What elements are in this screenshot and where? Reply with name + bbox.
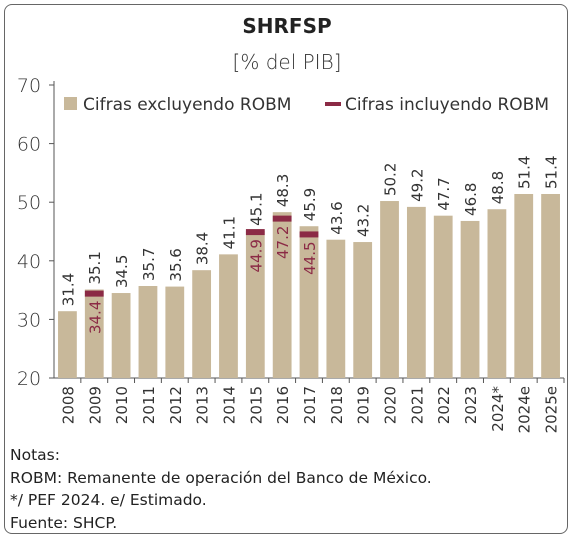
x-tick-label: 2014 — [220, 386, 238, 424]
y-tick-label: 60 — [17, 134, 41, 156]
y-tick-label: 30 — [17, 309, 41, 331]
bar-value-label: 45.9 — [301, 188, 319, 221]
bar — [406, 206, 426, 378]
x-tick-label: 2019 — [355, 386, 373, 424]
bar-value-label: 43.6 — [328, 201, 346, 234]
bar-value-label: 43.2 — [355, 204, 373, 237]
x-tick-label: 2015 — [247, 386, 265, 424]
notes-heading: Notas: — [10, 446, 60, 464]
bar — [380, 201, 399, 378]
x-tick-label: 2016 — [274, 386, 292, 424]
bar-value-label: 34.5 — [113, 255, 131, 288]
x-tick-label: 2011 — [140, 386, 158, 424]
bar-value-label: 51.4 — [543, 156, 561, 189]
chart-subtitle: [% del PIB] — [232, 50, 342, 74]
robm-value-label: 47.2 — [274, 226, 292, 259]
note-robm: ROBM: Remanente de operación del Banco d… — [10, 468, 432, 487]
y-tick-label: 20 — [17, 368, 41, 390]
bar — [272, 212, 292, 378]
x-tick-label: 2024* — [489, 386, 507, 432]
bar-value-label: 41.1 — [220, 216, 238, 249]
y-tick-label: 50 — [17, 192, 41, 214]
robm-value-label: 44.5 — [301, 241, 319, 274]
x-tick-label: 2021 — [408, 386, 426, 424]
legend-swatch-including — [325, 102, 341, 106]
robm-marker — [299, 231, 319, 238]
bar — [245, 230, 265, 378]
bar — [219, 254, 238, 378]
note-source: Fuente: SHCP. — [10, 513, 118, 532]
chart-frame — [4, 4, 568, 534]
bar — [353, 242, 373, 378]
bar — [514, 193, 534, 378]
x-tick-label: 2013 — [194, 386, 212, 424]
legend-label-including: Cifras incluyendo ROBM — [345, 95, 549, 115]
chart-notes: Notas: ROBM: Remanente de operación del … — [10, 444, 432, 534]
bar — [192, 270, 212, 378]
bar-value-label: 48.3 — [274, 174, 292, 207]
bar — [165, 286, 185, 378]
bar-value-label: 47.7 — [435, 177, 453, 210]
bar-value-label: 38.4 — [194, 232, 212, 265]
x-tick-label: 2017 — [301, 386, 319, 424]
bar-value-label: 46.8 — [462, 183, 480, 216]
bar — [487, 209, 507, 378]
bar-value-label: 35.1 — [86, 251, 104, 284]
chart-title: SHRFSP — [242, 14, 332, 38]
robm-value-label: 44.9 — [247, 239, 265, 272]
bar — [433, 215, 453, 378]
x-tick-label: 2018 — [328, 386, 346, 424]
bar-value-label: 48.8 — [489, 171, 507, 204]
x-tick-label: 2022 — [435, 386, 453, 424]
bar — [460, 220, 480, 378]
x-tick-label: 2025e — [543, 386, 561, 433]
x-tick-label: 2023 — [462, 386, 480, 424]
y-tick-label: 70 — [17, 75, 41, 97]
bar-value-label: 49.2 — [408, 168, 426, 201]
bar-value-label: 45.1 — [247, 193, 265, 226]
robm-marker — [245, 229, 265, 236]
note-estimates: */ PEF 2024. e/ Estimado. — [10, 491, 207, 509]
bar-value-label: 31.4 — [59, 273, 77, 306]
bar — [84, 289, 104, 378]
legend-swatch-excluding — [64, 97, 77, 110]
x-tick-label: 2010 — [113, 386, 131, 424]
robm-value-label: 34.4 — [86, 301, 104, 334]
bar — [111, 293, 131, 378]
bar — [541, 193, 560, 378]
bar-value-label: 51.4 — [516, 156, 534, 189]
y-tick-label: 40 — [17, 251, 41, 273]
x-tick-label: 2009 — [86, 386, 104, 424]
bar-value-label: 35.7 — [140, 248, 158, 281]
bar-value-label: 50.2 — [382, 163, 400, 196]
bar-value-label: 35.6 — [167, 248, 185, 281]
bar — [299, 226, 319, 378]
x-tick-label: 2008 — [59, 386, 77, 424]
bar — [58, 311, 77, 378]
x-tick-label: 2020 — [382, 386, 400, 424]
robm-marker — [272, 215, 292, 222]
bar — [326, 239, 346, 378]
bar — [138, 285, 158, 378]
robm-marker — [84, 290, 104, 297]
legend-label-excluding: Cifras excluyendo ROBM — [83, 95, 291, 115]
x-tick-label: 2024e — [516, 386, 534, 433]
x-tick-label: 2012 — [167, 386, 185, 424]
